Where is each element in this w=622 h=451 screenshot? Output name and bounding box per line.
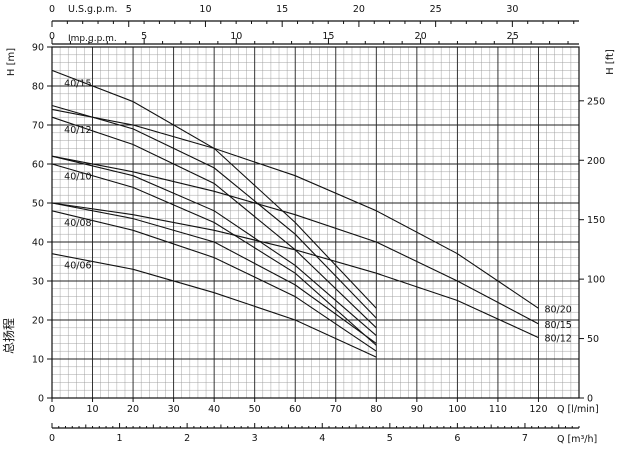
pump-curve-40-12 [51,116,377,329]
y-right-tick-label: 150 [587,215,605,226]
curves [51,69,539,358]
m3h-tick-label: 6 [454,433,460,444]
x-axis-label: Q [l/min] [557,404,599,415]
y-left-tick-label: 80 [32,82,44,93]
x-tick-label: 50 [249,404,261,415]
x-tick-label: 20 [127,404,139,415]
y-left-tick-label: 10 [32,355,44,366]
pump-curve-unlabeled [51,104,377,319]
series-label: 80/20 [544,304,571,315]
pump-curve-unlabeled [51,202,377,344]
pump-curve-40-06 [51,253,377,358]
y-right-tick-label: 100 [587,275,605,286]
usgpm-tick-label: 0 [49,4,55,15]
x-tick-label: 70 [330,404,342,415]
y-right-tick-label: 250 [587,96,605,107]
usgpm-tick-label: 10 [199,4,211,15]
pump-curve-80-20 [51,108,539,309]
y-left-tick-label: 70 [32,121,44,132]
x-tick-label: 30 [168,404,180,415]
impgpm-tick-label: 0 [49,31,55,42]
axes [47,20,584,429]
impgpm-tick-label: 25 [507,31,519,42]
series-label: 40/12 [64,125,91,136]
series-label: 80/12 [544,334,571,345]
y-left-tick-label: 20 [32,316,44,327]
y-left-tick-label: 60 [32,160,44,171]
impgpm-tick-label: 20 [415,31,427,42]
x-tick-label: 100 [448,404,466,415]
pump-curve-80-12 [51,202,539,339]
y-left-chinese-label: 总扬程 [1,318,16,354]
pump-curve-80-15 [51,155,539,325]
y-left-tick-label: 50 [32,199,44,210]
pump-curve-unlabeled [51,155,377,337]
x-tick-label: 40 [208,404,220,415]
usgpm-tick-label: 15 [276,4,288,15]
m3h-tick-label: 2 [184,433,190,444]
y-left-tick-label: 40 [32,238,44,249]
y-left-tick-label: 90 [32,43,44,54]
usgpm-tick-label: 20 [353,4,365,15]
impgpm-tick-label: 15 [322,31,334,42]
m3h-tick-label: 4 [319,433,325,444]
pump-curve-40-10 [51,163,377,346]
x-tick-label: 0 [49,404,55,415]
minor-grid [51,46,580,399]
impgpm-tick-label: 10 [230,31,242,42]
usgpm-tick-label: 30 [506,4,518,15]
usgpm-tick-label: 25 [430,4,442,15]
series-label: 40/08 [64,218,91,229]
usgpm-tick-label: 5 [126,4,132,15]
x-tick-label: 60 [289,404,301,415]
x-tick-label: 80 [370,404,382,415]
usgpm-axis-label: U.S.g.p.m. [68,4,117,15]
y-left-axis-label: H [m] [6,48,17,76]
pump-curve-40-08 [51,210,377,352]
x-tick-label: 90 [411,404,423,415]
x-tick-label: 110 [489,404,507,415]
m3h-tick-label: 1 [117,433,123,444]
series-label: 40/15 [64,79,91,90]
x-tick-label: 120 [529,404,547,415]
y-left-tick-label: 30 [32,277,44,288]
impgpm-axis-label: Imp.g.p.m. [68,34,117,44]
y-left-tick-label: 0 [38,394,44,405]
series-label: 40/10 [64,171,91,182]
series-label: 40/06 [64,260,91,271]
major-grid [51,46,580,399]
m3h-tick-label: 3 [252,433,258,444]
series-label: 80/15 [544,320,571,331]
y-right-tick-label: 0 [587,394,593,405]
plot-frame [51,46,580,399]
y-right-tick-label: 50 [587,334,599,345]
m3h-tick-label: 0 [49,433,55,444]
m3h-tick-label: 5 [387,433,393,444]
y-right-tick-label: 200 [587,156,605,167]
impgpm-tick-label: 5 [141,31,147,42]
m3h-axis-label: Q [m³/h] [557,434,597,445]
m3h-tick-label: 7 [522,433,528,444]
y-right-axis-label: H [ft] [605,49,616,75]
x-tick-label: 10 [86,404,98,415]
